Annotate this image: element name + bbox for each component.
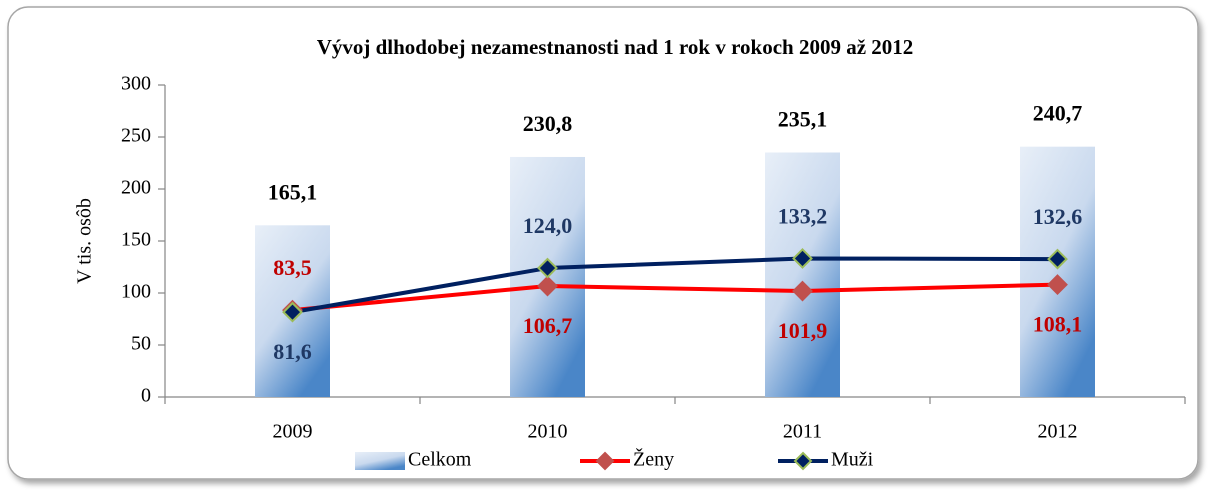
x-tick-label: 2011 (783, 421, 822, 443)
y-tick-label: 200 (121, 177, 151, 199)
legend-label: Muži (831, 449, 874, 471)
data-label: 132,6 (1033, 204, 1083, 229)
line-marker (537, 257, 558, 279)
bar (1020, 146, 1095, 397)
legend-marker (793, 451, 813, 471)
series-line (292, 282, 1058, 313)
y-tick-label: 300 (121, 73, 151, 95)
bar (765, 152, 840, 397)
line-marker (537, 275, 558, 297)
line-marker (1047, 248, 1068, 270)
y-tick-label: 150 (121, 229, 151, 251)
line-marker (282, 301, 303, 323)
data-label: 235,1 (778, 107, 828, 132)
chart-frame (7, 6, 1199, 480)
data-label: 108,1 (1033, 312, 1083, 337)
y-tick-label: 100 (121, 281, 151, 303)
line-marker (1047, 274, 1068, 295)
y-tick-label: 250 (121, 125, 151, 147)
data-label: 165,1 (268, 179, 318, 204)
y-tick-label: 50 (131, 333, 151, 355)
data-label: 101,9 (778, 318, 828, 343)
legend-marker (595, 451, 615, 471)
line-marker (792, 248, 813, 269)
y-tick-label: 0 (141, 385, 151, 407)
series-line (292, 256, 1058, 315)
chart-title: Vývoj dlhodobej nezamestnanosti nad 1 ro… (317, 35, 914, 59)
data-label: 124,0 (523, 213, 573, 238)
data-label: 133,2 (778, 204, 828, 229)
x-tick-label: 2009 (273, 421, 313, 443)
legend-label: Celkom (408, 449, 472, 471)
data-label: 240,7 (1033, 101, 1083, 126)
legend-swatch (355, 452, 405, 470)
line-marker (792, 280, 813, 302)
data-label: 230,8 (523, 111, 573, 136)
legend-label: Ženy (633, 448, 674, 471)
data-label: 83,5 (273, 255, 312, 280)
x-tick-label: 2012 (1038, 421, 1078, 443)
data-label: 81,6 (273, 339, 312, 364)
y-axis-title: V tis. osôb (74, 198, 96, 284)
data-label: 106,7 (523, 313, 573, 338)
x-tick-label: 2010 (528, 421, 568, 443)
